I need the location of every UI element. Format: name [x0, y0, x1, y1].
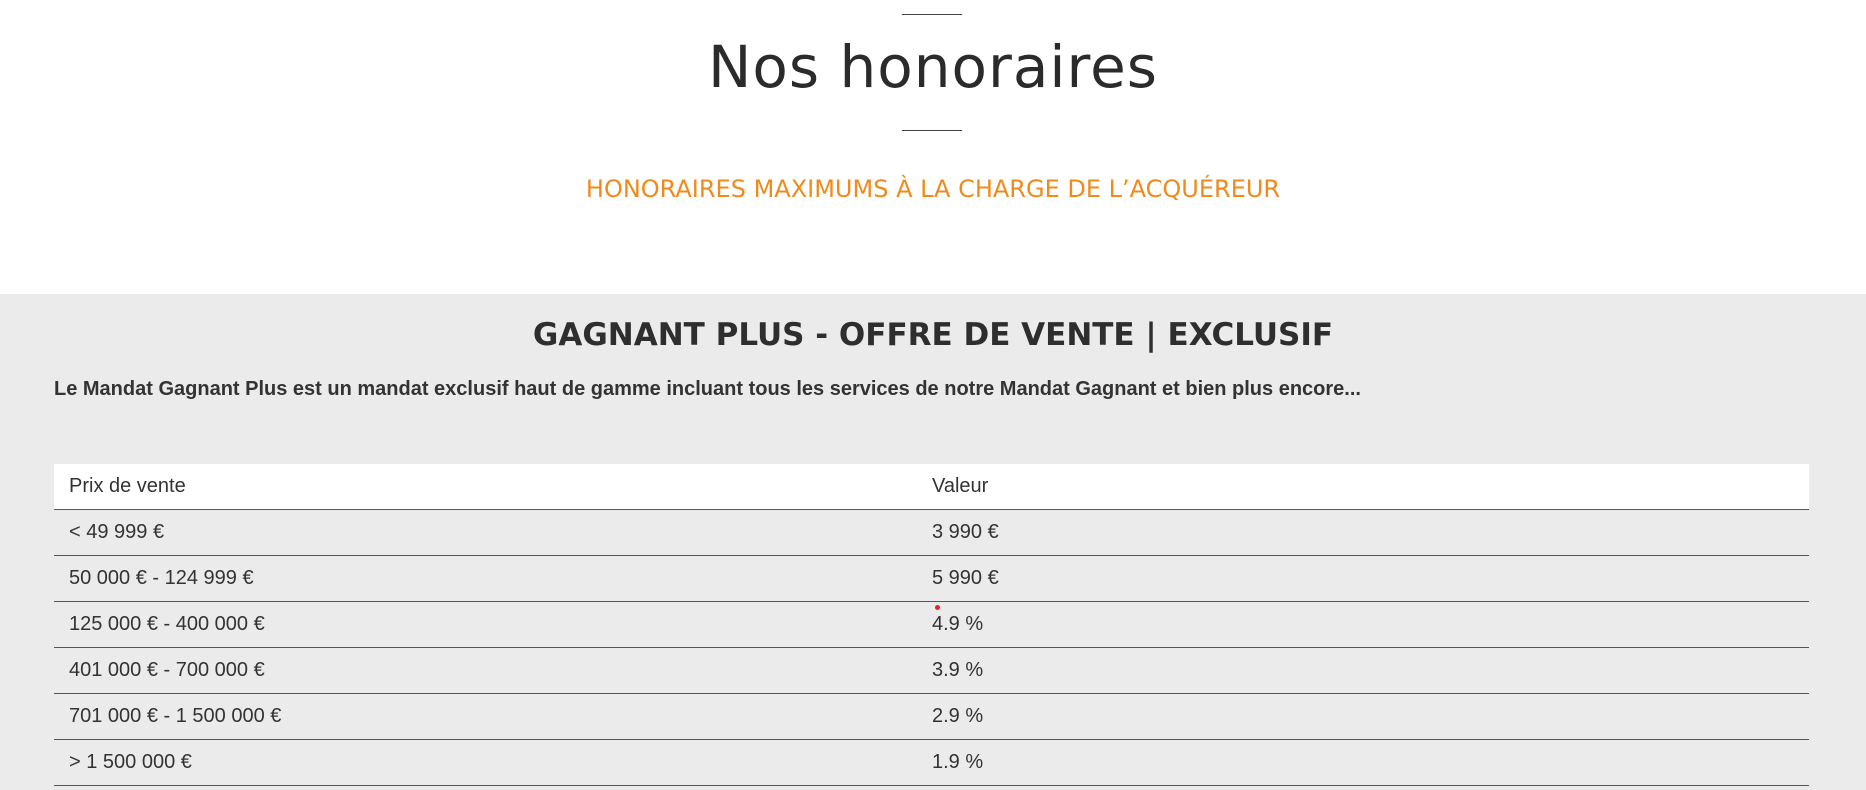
- fee-value-cell: 3.9 %: [917, 647, 1809, 694]
- title-top-divider: [902, 14, 962, 15]
- table-header-row: Prix de vente Valeur: [54, 464, 1809, 510]
- price-range-cell: 401 000 € - 700 000 €: [54, 647, 917, 694]
- table-row: 50 000 € - 124 999 € 5 990 €: [54, 555, 1809, 602]
- price-range-cell: 125 000 € - 400 000 €: [54, 601, 917, 648]
- column-header-price: Prix de vente: [54, 464, 917, 510]
- price-range-cell: < 49 999 €: [54, 509, 917, 556]
- price-range-cell: 701 000 € - 1 500 000 €: [54, 693, 917, 740]
- page-subtitle: HONORAIRES MAXIMUMS À LA CHARGE DE L’ACQ…: [585, 175, 1281, 203]
- fee-value-cell: 2.9 %: [917, 693, 1809, 740]
- offer-section: GAGNANT PLUS - OFFRE DE VENTE | EXCLUSIF…: [0, 294, 1866, 790]
- header-section: Nos honoraires HONORAIRES MAXIMUMS À LA …: [0, 0, 1866, 294]
- offer-description: Le Mandat Gagnant Plus est un mandat exc…: [54, 378, 1361, 400]
- offer-title: GAGNANT PLUS - OFFRE DE VENTE | EXCLUSIF: [532, 317, 1334, 353]
- cursor-marker-dot: [935, 605, 940, 610]
- fee-value-cell: 5 990 €: [917, 555, 1809, 602]
- table-row: 701 000 € - 1 500 000 € 2.9 %: [54, 693, 1809, 740]
- fee-table: Prix de vente Valeur < 49 999 € 3 990 € …: [54, 464, 1809, 786]
- page-title: Nos honoraires: [708, 33, 1158, 101]
- table-row: 401 000 € - 700 000 € 3.9 %: [54, 647, 1809, 694]
- fee-value-cell: 4.9 %: [917, 601, 1809, 648]
- table-row: < 49 999 € 3 990 €: [54, 509, 1809, 556]
- fee-value-cell: 3 990 €: [917, 509, 1809, 556]
- price-range-cell: > 1 500 000 €: [54, 739, 917, 786]
- fee-value-cell: 1.9 %: [917, 739, 1809, 786]
- price-range-cell: 50 000 € - 124 999 €: [54, 555, 917, 602]
- table-row: > 1 500 000 € 1.9 %: [54, 739, 1809, 786]
- table-row: 125 000 € - 400 000 € 4.9 %: [54, 601, 1809, 648]
- column-header-value: Valeur: [917, 464, 1809, 510]
- title-bottom-divider: [902, 130, 962, 131]
